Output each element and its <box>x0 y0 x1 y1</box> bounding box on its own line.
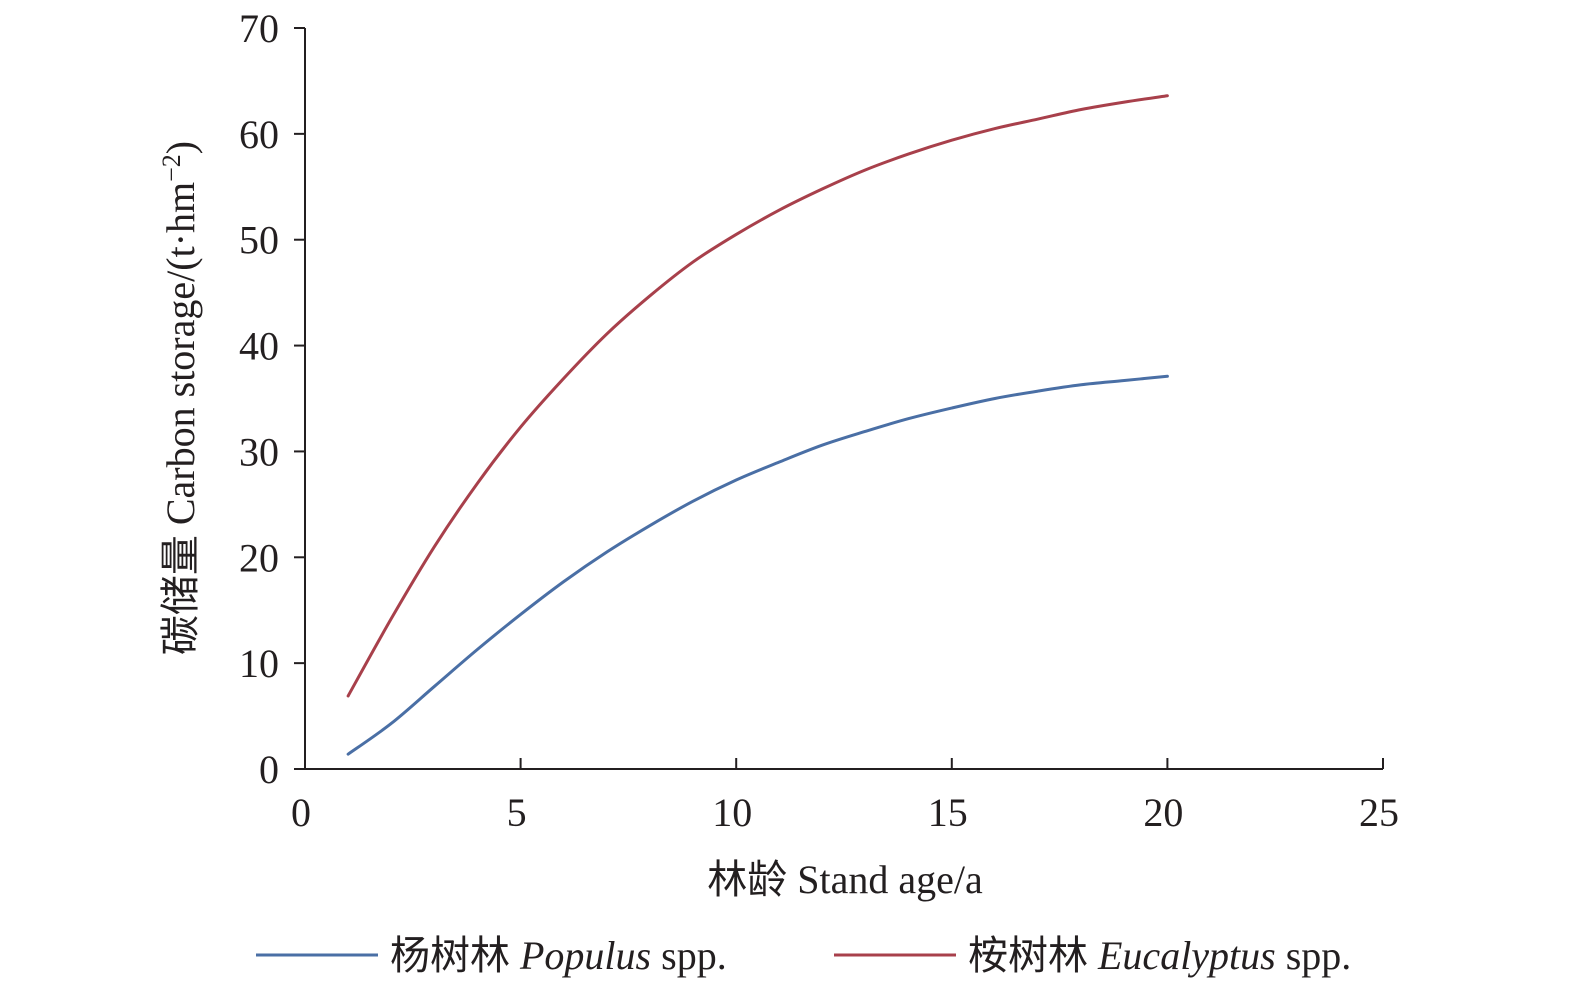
x-tick-label: 5 <box>507 790 527 835</box>
series-layer <box>346 94 1169 756</box>
legend-label-populus-suffix: spp. <box>661 933 727 978</box>
x-tick-label: 25 <box>1359 790 1399 835</box>
y-tick-label: 30 <box>239 429 279 474</box>
y-axis-title: 碳储量 Carbon storage/(t·hm−2) <box>157 141 203 655</box>
y-tick-label: 20 <box>239 535 279 580</box>
axes: 0 10 20 30 40 50 60 70 0 5 10 15 20 25 <box>239 6 1399 835</box>
legend-label-populus: 杨树林 Populus spp. <box>390 933 727 978</box>
legend-label-populus-latin: Populus <box>519 933 651 978</box>
y-axis-title-superscript: −2 <box>157 154 186 182</box>
legend: 杨树林 Populus spp. 桉树林 Eucalyptus spp. <box>256 933 1351 978</box>
series-line-eucalyptus <box>346 94 1169 698</box>
y-tick-label: 0 <box>259 747 279 792</box>
x-tick-label: 20 <box>1143 790 1183 835</box>
legend-label-eucalyptus-cn: 桉树林 <box>968 933 1088 978</box>
y-tick-label: 70 <box>239 6 279 51</box>
legend-item-eucalyptus: 桉树林 Eucalyptus spp. <box>834 933 1351 978</box>
y-axis-title-main: 碳储量 Carbon storage/(t·hm <box>158 182 203 655</box>
legend-label-eucalyptus: 桉树林 Eucalyptus spp. <box>968 933 1351 978</box>
legend-label-eucalyptus-latin: Eucalyptus <box>1097 933 1276 978</box>
x-tick-label: 15 <box>928 790 968 835</box>
y-tick-label: 10 <box>239 641 279 686</box>
x-tick-label: 0 <box>291 790 311 835</box>
legend-label-populus-cn: 杨树林 <box>390 933 510 978</box>
y-axis-title-tail: ) <box>158 141 203 154</box>
y-tick-label: 50 <box>239 218 279 263</box>
y-tick-label: 40 <box>239 324 279 369</box>
legend-item-populus: 杨树林 Populus spp. <box>256 933 727 978</box>
x-axis-title: 林龄 Stand age/a <box>707 857 983 902</box>
series-line-populus <box>346 374 1169 756</box>
legend-label-eucalyptus-suffix: spp. <box>1286 933 1352 978</box>
x-tick-label: 10 <box>712 790 752 835</box>
y-tick-label: 60 <box>239 112 279 157</box>
